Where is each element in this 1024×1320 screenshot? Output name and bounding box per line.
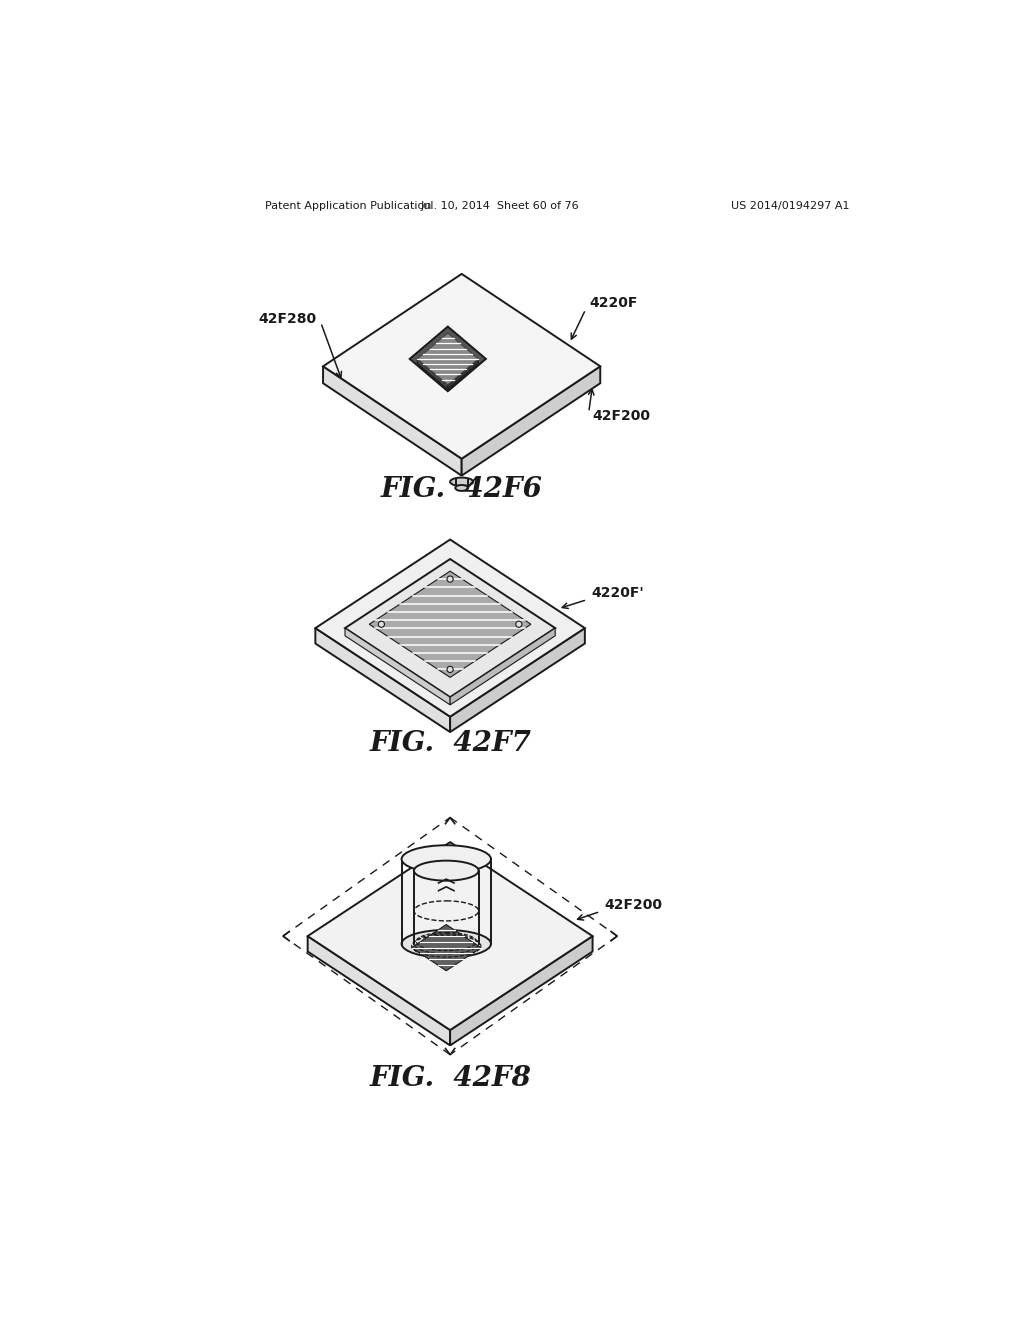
Polygon shape bbox=[315, 540, 585, 717]
Polygon shape bbox=[451, 628, 555, 705]
Ellipse shape bbox=[401, 929, 490, 958]
Polygon shape bbox=[451, 936, 593, 1045]
Polygon shape bbox=[447, 359, 478, 389]
Text: 4220F: 4220F bbox=[590, 296, 638, 310]
Polygon shape bbox=[307, 842, 593, 1030]
Text: 42F200: 42F200 bbox=[604, 899, 663, 912]
Polygon shape bbox=[451, 628, 585, 733]
Polygon shape bbox=[345, 628, 451, 705]
Text: FIG.  42F7: FIG. 42F7 bbox=[370, 730, 531, 758]
Text: 42F280: 42F280 bbox=[259, 312, 316, 326]
Polygon shape bbox=[418, 359, 447, 389]
Text: FIG.  42F6: FIG. 42F6 bbox=[381, 477, 543, 503]
Polygon shape bbox=[323, 367, 462, 475]
Text: 4220F': 4220F' bbox=[591, 586, 644, 601]
Polygon shape bbox=[462, 367, 600, 475]
Ellipse shape bbox=[456, 484, 468, 491]
Ellipse shape bbox=[451, 478, 473, 486]
Circle shape bbox=[447, 576, 454, 582]
Polygon shape bbox=[410, 326, 486, 391]
Ellipse shape bbox=[401, 845, 490, 873]
Text: Jul. 10, 2014  Sheet 60 of 76: Jul. 10, 2014 Sheet 60 of 76 bbox=[421, 201, 580, 211]
Text: Patent Application Publication: Patent Application Publication bbox=[265, 201, 432, 211]
Polygon shape bbox=[370, 572, 531, 677]
Text: 42F200: 42F200 bbox=[593, 409, 650, 424]
Text: US 2014/0194297 A1: US 2014/0194297 A1 bbox=[731, 201, 850, 211]
Polygon shape bbox=[323, 275, 600, 459]
Polygon shape bbox=[315, 628, 451, 733]
Polygon shape bbox=[418, 333, 478, 385]
Circle shape bbox=[447, 667, 454, 672]
Polygon shape bbox=[307, 936, 451, 1045]
Ellipse shape bbox=[414, 861, 478, 880]
Polygon shape bbox=[412, 924, 481, 970]
Circle shape bbox=[378, 622, 384, 627]
Circle shape bbox=[516, 622, 522, 627]
Polygon shape bbox=[345, 560, 555, 697]
Text: FIG.  42F8: FIG. 42F8 bbox=[370, 1065, 531, 1092]
